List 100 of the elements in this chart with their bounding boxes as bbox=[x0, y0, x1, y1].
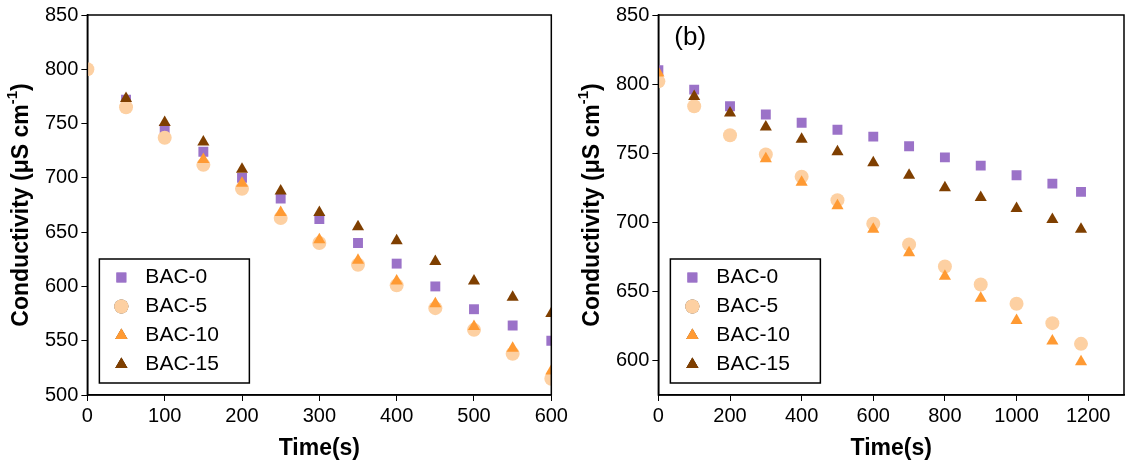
point bbox=[506, 290, 519, 301]
point bbox=[831, 144, 844, 156]
y-tick-label: 800 bbox=[615, 71, 650, 94]
point bbox=[974, 190, 987, 201]
point bbox=[353, 238, 363, 248]
point bbox=[469, 304, 479, 315]
x-tick-label: 1000 bbox=[994, 403, 1039, 426]
point bbox=[390, 233, 403, 245]
point bbox=[939, 152, 950, 163]
point bbox=[759, 119, 772, 131]
point bbox=[197, 152, 210, 163]
y-tick-label: 850 bbox=[44, 2, 79, 25]
point bbox=[1046, 334, 1059, 345]
point bbox=[759, 151, 772, 163]
point bbox=[868, 131, 879, 142]
point bbox=[1011, 170, 1022, 181]
y-tick-label: 850 bbox=[615, 2, 650, 25]
point bbox=[723, 106, 737, 117]
point bbox=[274, 183, 287, 195]
legend-label: BAC-5 bbox=[145, 293, 208, 317]
x-tick-label: 800 bbox=[928, 403, 962, 426]
point bbox=[274, 205, 287, 217]
y-tick-label: 550 bbox=[44, 328, 79, 351]
legend-label: BAC-10 bbox=[145, 322, 219, 346]
point bbox=[1010, 313, 1023, 324]
point bbox=[1046, 212, 1059, 224]
y-axis-title: Conductivity (μS cm-1) bbox=[573, 83, 605, 327]
point bbox=[867, 222, 880, 233]
point bbox=[197, 135, 210, 146]
point bbox=[1010, 201, 1023, 212]
annotation: (b) bbox=[674, 21, 707, 52]
point bbox=[313, 205, 326, 217]
point bbox=[351, 219, 365, 231]
point bbox=[506, 341, 519, 352]
point bbox=[723, 128, 738, 143]
x-tick-label: 0 bbox=[652, 403, 664, 426]
legend-label: BAC-15 bbox=[716, 351, 790, 375]
y-tick-label: 600 bbox=[615, 347, 650, 370]
point bbox=[832, 124, 843, 135]
x-axis-title: Time(s) bbox=[850, 434, 932, 461]
legend-label: BAC-15 bbox=[145, 351, 219, 375]
point bbox=[1074, 336, 1089, 351]
point bbox=[1076, 186, 1086, 197]
point bbox=[1047, 178, 1058, 189]
point bbox=[975, 160, 986, 171]
point bbox=[429, 296, 442, 308]
point bbox=[795, 175, 808, 186]
y-tick-label: 750 bbox=[44, 111, 79, 134]
legend-label: BAC-10 bbox=[716, 322, 790, 346]
legend-label: BAC-5 bbox=[716, 293, 779, 317]
point bbox=[831, 198, 844, 210]
point bbox=[390, 274, 403, 285]
point bbox=[688, 89, 701, 101]
point bbox=[119, 100, 134, 115]
point bbox=[938, 269, 951, 280]
point bbox=[903, 168, 916, 179]
x-tick-label: 600 bbox=[856, 403, 890, 426]
x-tick-label: 400 bbox=[379, 403, 414, 426]
point bbox=[351, 253, 365, 264]
point bbox=[507, 320, 518, 331]
point bbox=[430, 281, 441, 292]
point bbox=[687, 99, 702, 114]
y-tick-label: 650 bbox=[615, 278, 650, 301]
y-tick-label: 650 bbox=[44, 219, 79, 242]
y-tick-label: 600 bbox=[44, 273, 79, 296]
y-tick-label: 700 bbox=[44, 165, 79, 188]
point bbox=[795, 132, 808, 143]
x-tick-label: 400 bbox=[784, 403, 819, 426]
point bbox=[973, 277, 988, 292]
x-tick-label: 200 bbox=[225, 403, 259, 426]
point bbox=[467, 274, 481, 285]
point bbox=[391, 258, 402, 269]
point bbox=[275, 193, 286, 204]
point bbox=[235, 162, 249, 173]
point bbox=[467, 319, 481, 331]
point bbox=[313, 232, 326, 244]
y-axis-title: Conductivity (μS cm-1) bbox=[2, 83, 34, 327]
x-tick-label: 100 bbox=[148, 403, 182, 426]
point bbox=[1074, 354, 1088, 366]
point bbox=[235, 176, 249, 187]
legend-label: BAC-0 bbox=[716, 264, 779, 288]
x-tick-label: 500 bbox=[457, 403, 491, 426]
point bbox=[158, 115, 171, 126]
x-tick-label: 600 bbox=[534, 403, 568, 426]
point bbox=[429, 254, 442, 265]
x-axis-title: Time(s) bbox=[278, 434, 361, 461]
x-tick-label: 300 bbox=[302, 403, 337, 426]
point bbox=[796, 117, 807, 128]
x-tick-label: 0 bbox=[81, 403, 93, 426]
point bbox=[974, 291, 987, 302]
y-tick-label: 800 bbox=[44, 56, 79, 79]
point bbox=[1045, 316, 1060, 331]
point bbox=[1074, 222, 1088, 233]
point bbox=[903, 245, 916, 257]
x-tick-label: 1200 bbox=[1065, 403, 1111, 426]
point bbox=[937, 259, 952, 274]
y-tick-label: 700 bbox=[615, 209, 650, 232]
y-tick-label: 500 bbox=[44, 382, 79, 405]
point bbox=[904, 141, 915, 152]
point bbox=[760, 109, 771, 120]
